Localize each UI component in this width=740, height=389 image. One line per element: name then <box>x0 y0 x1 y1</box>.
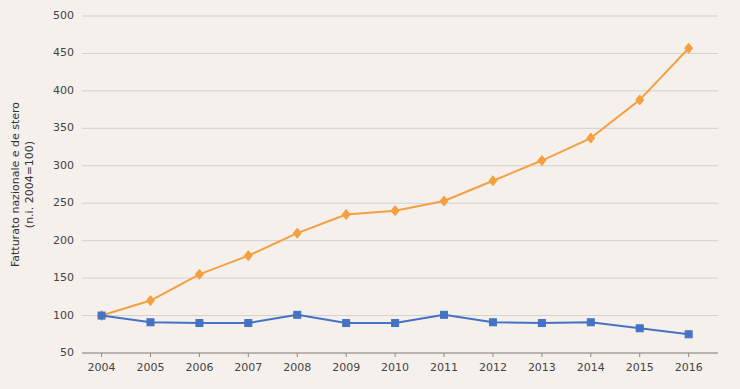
series-marker <box>147 319 154 326</box>
x-tick-label: 2008 <box>283 361 311 374</box>
x-tick <box>395 353 396 357</box>
series-marker <box>245 320 252 327</box>
grid-line <box>82 203 718 204</box>
y-tick-label: 300 <box>53 159 74 172</box>
y-tick-label: 400 <box>53 84 74 97</box>
grid-line <box>82 90 718 91</box>
series-marker <box>294 311 301 318</box>
y-tick-label: 250 <box>53 196 74 209</box>
x-tick <box>199 353 200 357</box>
grid-line <box>82 315 718 316</box>
y-tick-label: 200 <box>53 234 74 247</box>
x-tick-label: 2005 <box>136 361 164 374</box>
series-marker <box>343 320 350 327</box>
series-group <box>98 43 693 338</box>
series-marker <box>685 331 692 338</box>
y-tick-label: 350 <box>53 121 74 134</box>
series-marker <box>293 228 301 238</box>
y-axis-label-line: Fatturato nazionale e de stero <box>9 102 22 267</box>
series-marker <box>195 269 203 279</box>
x-tick <box>297 353 298 357</box>
series-marker <box>489 319 496 326</box>
x-tick <box>101 353 102 357</box>
series-line <box>102 48 689 315</box>
x-tick-label: 2016 <box>675 361 703 374</box>
x-tick <box>688 353 689 357</box>
grid-line <box>82 165 718 166</box>
y-axis-label: Fatturato nazionale e de stero(n.i. 2004… <box>9 102 36 267</box>
grid-line <box>82 16 718 17</box>
series-marker <box>392 320 399 327</box>
y-axis-label-line: (n.i. 2004=100) <box>23 141 36 228</box>
y-tick-label: 50 <box>60 346 74 359</box>
series-marker <box>685 43 693 53</box>
series-marker <box>391 206 399 216</box>
x-tick-label: 2004 <box>88 361 116 374</box>
x-tick-label: 2012 <box>479 361 507 374</box>
x-tick <box>150 353 151 357</box>
series-marker <box>489 176 497 186</box>
series-marker <box>538 320 545 327</box>
x-tick-label: 2009 <box>332 361 360 374</box>
grid-line <box>82 240 718 241</box>
series-marker <box>98 311 106 321</box>
series-marker <box>538 156 546 166</box>
x-tick-label: 2015 <box>626 361 654 374</box>
x-tick <box>590 353 591 357</box>
grid-line <box>82 128 718 129</box>
x-tick-label: 2011 <box>430 361 458 374</box>
series-marker <box>587 319 594 326</box>
series-marker <box>342 209 350 219</box>
x-tick <box>248 353 249 357</box>
y-tick-label: 500 <box>53 9 74 22</box>
x-tick <box>444 353 445 357</box>
chart: 50 100 150 200 250 300 350 400 450 500 2004 2005 200… <box>0 0 740 389</box>
series-marker <box>146 296 154 306</box>
x-tick <box>639 353 640 357</box>
series-marker <box>636 325 643 332</box>
x-tick-label: 2006 <box>185 361 213 374</box>
x-tick-label: 2014 <box>577 361 605 374</box>
series-marker <box>244 251 252 261</box>
grid-line <box>82 353 718 354</box>
series-marker <box>441 311 448 318</box>
x-tick <box>492 353 493 357</box>
x-axis-line <box>82 353 718 354</box>
series-marker <box>636 95 644 105</box>
y-tick-label: 150 <box>53 271 74 284</box>
y-grid <box>82 16 718 353</box>
x-tick-label: 2013 <box>528 361 556 374</box>
y-tick-label: 450 <box>53 46 74 59</box>
x-tick <box>346 353 347 357</box>
series-marker <box>98 312 105 319</box>
x-tick-label: 2007 <box>234 361 262 374</box>
series-marker <box>440 196 448 206</box>
series-line <box>102 315 689 334</box>
x-tick <box>541 353 542 357</box>
series-marker <box>196 320 203 327</box>
y-tick-label: 100 <box>53 309 74 322</box>
grid-line <box>82 53 718 54</box>
grid-line <box>82 278 718 279</box>
x-tick-label: 2010 <box>381 361 409 374</box>
series-marker <box>587 133 595 143</box>
